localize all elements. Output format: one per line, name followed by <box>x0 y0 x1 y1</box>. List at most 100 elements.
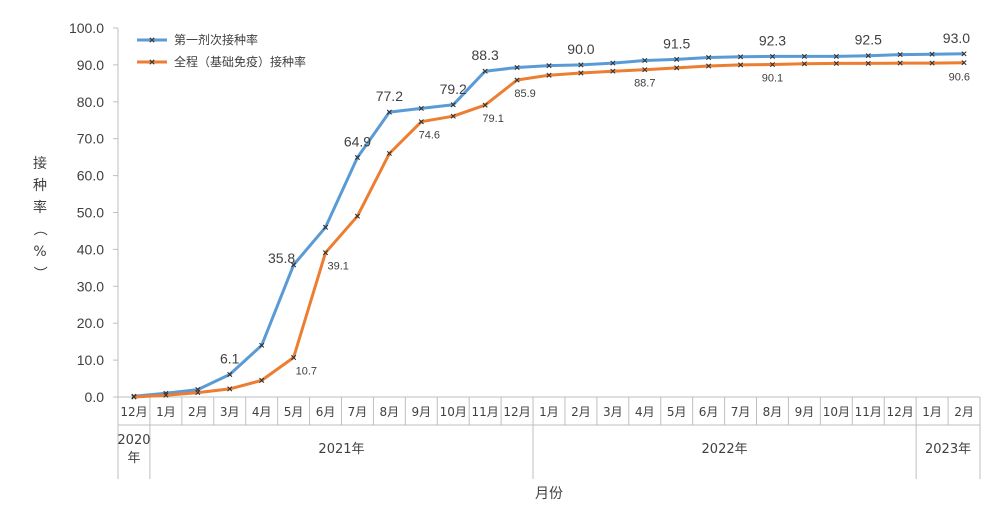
data-point-marker <box>163 392 169 398</box>
data-point-marker <box>322 224 329 230</box>
data-point-marker <box>131 394 137 400</box>
data-label: 88.7 <box>634 78 655 90</box>
data-point-marker <box>865 53 871 59</box>
data-point-marker <box>706 63 712 69</box>
x-tick-label: 3月 <box>603 405 623 419</box>
data-point-marker <box>450 113 456 119</box>
data-point-marker <box>482 68 488 74</box>
data-point-marker <box>929 51 935 57</box>
legend-item: 全程（基础免疫）接种率 <box>137 54 306 69</box>
data-point-marker <box>418 105 424 112</box>
series-layer <box>131 51 967 400</box>
y-axis-title-char: ） <box>31 266 47 280</box>
data-label: 35.8 <box>268 250 295 266</box>
data-point-marker <box>578 62 584 68</box>
data-label: 90.0 <box>567 41 594 57</box>
data-point-marker <box>706 54 712 61</box>
y-tick-label: 20.0 <box>77 315 104 331</box>
data-point-marker <box>929 60 935 66</box>
y-tick-label: 0.0 <box>85 389 105 405</box>
x-tick-label: 1月 <box>156 405 176 419</box>
x-tick-label: 2月 <box>954 405 974 419</box>
data-label: 93.0 <box>943 30 970 46</box>
data-point-marker <box>897 60 903 66</box>
data-point-marker <box>291 354 297 361</box>
data-point-marker <box>961 60 967 66</box>
data-point-marker <box>801 53 807 60</box>
x-tick-label: 8月 <box>380 405 400 419</box>
x-axis: 12月 1月 2月 3月 4月 5月 6月 7月 8月 9月 10月 11月 12月 1月 2月 3月 4月 5月… <box>117 396 981 479</box>
x-tick-label: 10月 <box>823 405 850 419</box>
data-point-marker <box>546 72 552 78</box>
x-tick-label: 7月 <box>348 405 368 419</box>
data-point-marker <box>674 56 680 62</box>
x-tick-label: 1月 <box>922 405 942 419</box>
data-point-marker <box>769 61 776 68</box>
y-tick-label: 70.0 <box>77 131 104 147</box>
x-year-label: 2020 年 <box>117 433 150 466</box>
x-tick-label: 8月 <box>763 405 783 419</box>
data-point-marker <box>546 63 552 69</box>
data-point-marker <box>737 54 744 60</box>
legend-marker <box>149 37 155 43</box>
data-point-marker <box>897 51 903 58</box>
y-tick-label: 90.0 <box>77 57 104 73</box>
x-tick-label: 12月 <box>887 405 914 419</box>
data-point-marker <box>642 57 648 64</box>
legend-marker <box>149 59 155 65</box>
data-point-marker <box>674 65 680 71</box>
x-tick-label: 6月 <box>316 405 336 419</box>
data-point-marker <box>259 342 265 348</box>
data-label: 77.2 <box>376 88 403 104</box>
data-label: 92.5 <box>855 32 882 48</box>
legend-label: 全程（基础免疫）接种率 <box>174 54 306 69</box>
data-point-marker <box>610 68 616 74</box>
data-label: 90.6 <box>949 72 970 84</box>
data-point-marker <box>291 262 297 268</box>
data-label: 91.5 <box>663 35 690 51</box>
x-axis-title: 月份 <box>535 486 563 502</box>
data-point-marker <box>610 60 616 66</box>
x-tick-label: 3月 <box>220 405 240 419</box>
legend-label: 第一剂次接种率 <box>174 32 258 47</box>
data-point-marker <box>227 371 233 378</box>
data-point-marker <box>227 386 233 392</box>
x-tick-label: 12月 <box>120 405 147 419</box>
data-point-marker <box>418 119 424 125</box>
series-line <box>133 52 965 398</box>
y-tick-label: 40.0 <box>77 241 104 257</box>
data-point-marker <box>769 53 776 60</box>
series-full-course <box>131 60 967 400</box>
data-label: 79.1 <box>482 113 503 125</box>
y-axis-title-char: % <box>33 244 46 260</box>
x-tick-label: 7月 <box>731 405 751 419</box>
x-tick-label: 9月 <box>411 405 431 419</box>
y-axis-title-char: 率 <box>33 199 47 216</box>
x-tick-label: 10月 <box>440 405 467 419</box>
data-point-marker <box>833 53 839 60</box>
x-year-label: 2021年 <box>318 442 364 457</box>
data-label: 39.1 <box>328 261 349 273</box>
y-axis-title-char: 种 <box>33 178 47 194</box>
data-point-marker <box>354 154 361 161</box>
legend-item: 第一剂次接种率 <box>137 32 258 47</box>
x-tick-label: 5月 <box>284 405 304 419</box>
x-year-label: 2022年 <box>702 442 748 457</box>
y-axis-title-char: （ <box>31 222 47 236</box>
data-point-marker <box>514 77 520 83</box>
x-tick-label: 11月 <box>472 405 499 419</box>
data-label: 10.7 <box>296 366 317 378</box>
data-point-marker <box>737 62 744 68</box>
data-point-marker <box>450 102 456 108</box>
y-tick-label: 100.0 <box>69 20 104 36</box>
x-tick-label: 12月 <box>503 405 530 419</box>
x-tick-label: 11月 <box>855 405 882 419</box>
x-tick-label: 4月 <box>252 405 272 419</box>
y-tick-label: 30.0 <box>77 278 104 294</box>
x-tick-label: 2月 <box>188 405 208 419</box>
x-tick-label: 9月 <box>795 405 815 419</box>
y-tick-label: 60.0 <box>77 168 104 184</box>
data-label: 74.6 <box>419 130 440 142</box>
